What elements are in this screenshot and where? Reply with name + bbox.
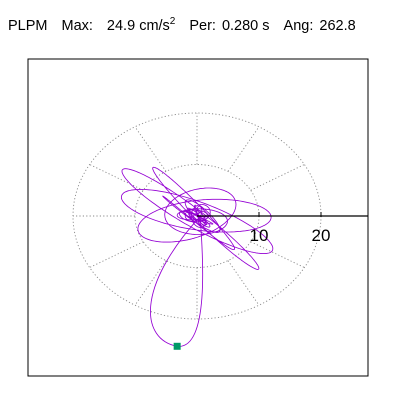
per-value: 0.280 s [221,18,270,34]
x-axis: 10 20 [197,212,368,245]
ang-label: Ang: [283,18,314,34]
max-label: Max: [61,18,93,34]
peak-marker [173,342,181,350]
peak-marker-group [173,342,181,350]
max-unit: cm/s [139,18,170,34]
trace-path [120,166,274,347]
max-value: 24.9 [106,18,136,34]
station-code: PLPM [8,18,48,34]
grid-spoke [227,260,260,306]
grid-spoke [89,164,144,191]
motion-trace [120,166,274,347]
per-label: Per: [189,18,216,34]
grid-spoke [250,164,305,191]
max-unit-exponent: 2 [169,16,176,27]
plot-header: PLPM Max: 24.9 cm/s2 Per: 0.280 s Ang: 262.8 [8,16,356,36]
plot-frame [27,58,369,377]
ang-value: 262.8 [319,18,356,34]
grid-spoke [250,241,305,268]
grid-spoke [227,126,260,172]
x-tick-label-20: 20 [312,226,331,245]
grid-spoke [134,126,167,172]
x-tick-label-10: 10 [250,226,269,245]
grid-spoke [134,260,167,306]
grid-spoke [89,241,144,268]
